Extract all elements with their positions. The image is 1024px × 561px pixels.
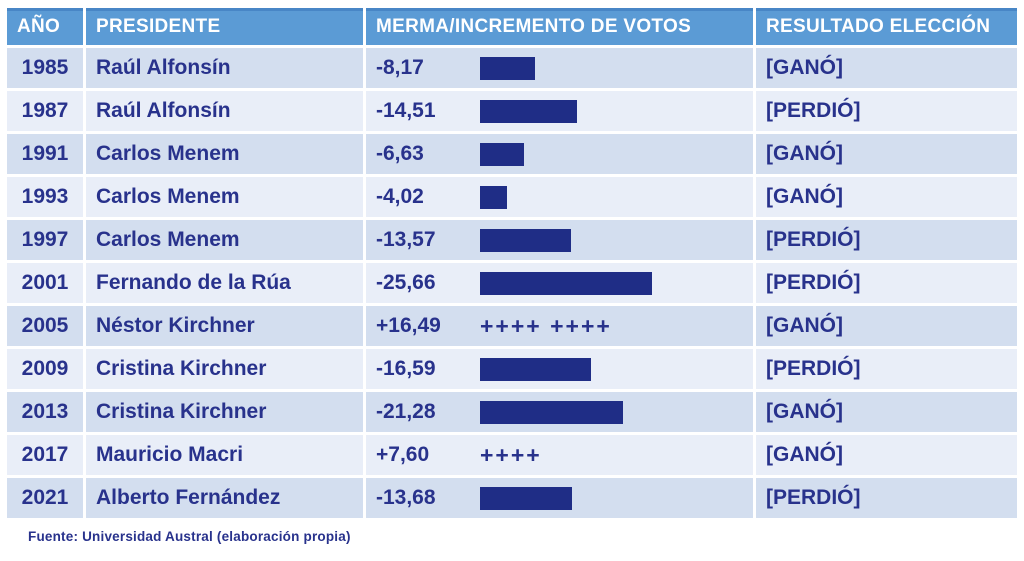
- vote-bar: [480, 142, 524, 166]
- vote-bar: [480, 357, 591, 381]
- result-cell: [PERDIÓ]: [756, 349, 1017, 389]
- table-row: 2021 Alberto Fernández -13,68 [PERDIÓ]: [7, 478, 1017, 518]
- president-cell: Carlos Menem: [86, 134, 363, 174]
- year-cell: 2017: [7, 435, 83, 475]
- column-header-president: PRESIDENTE: [86, 8, 363, 45]
- vote-change-wrap: -4,02: [376, 185, 753, 209]
- vote-change-wrap: -8,17: [376, 56, 753, 80]
- vote-value: +16,49: [376, 314, 441, 337]
- vote-value: -4,02: [376, 185, 424, 208]
- vote-value: -25,66: [376, 271, 436, 294]
- vote-bar: [480, 185, 507, 209]
- result-cell: [PERDIÓ]: [756, 478, 1017, 518]
- year-cell: 1987: [7, 91, 83, 131]
- result-cell: [PERDIÓ]: [756, 263, 1017, 303]
- president-cell: Raúl Alfonsín: [86, 91, 363, 131]
- table-row: 1987 Raúl Alfonsín -14,51 [PERDIÓ]: [7, 91, 1017, 131]
- vote-change-table: AÑO PRESIDENTE MERMA/INCREMENTO DE VOTOS…: [4, 5, 1020, 521]
- result-cell: [GANÓ]: [756, 435, 1017, 475]
- vote-change-cell: -6,63: [366, 134, 753, 174]
- president-cell: Raúl Alfonsín: [86, 48, 363, 88]
- result-cell: [GANÓ]: [756, 134, 1017, 174]
- vote-change-cell: -25,66: [366, 263, 753, 303]
- year-cell: 1997: [7, 220, 83, 260]
- vote-value: -14,51: [376, 99, 436, 122]
- president-cell: Carlos Menem: [86, 177, 363, 217]
- column-header-year: AÑO: [7, 8, 83, 45]
- year-cell: 1993: [7, 177, 83, 217]
- vote-bar: [480, 271, 652, 295]
- president-cell: Alberto Fernández: [86, 478, 363, 518]
- vote-change-wrap: -6,63: [376, 142, 753, 166]
- table-row: 1997 Carlos Menem -13,57 [PERDIÓ]: [7, 220, 1017, 260]
- year-cell: 1985: [7, 48, 83, 88]
- vote-value: -13,57: [376, 228, 436, 251]
- year-cell: 2009: [7, 349, 83, 389]
- table-row: 2005 Néstor Kirchner +16,49 ++++ ++++ [G…: [7, 306, 1017, 346]
- result-cell: [PERDIÓ]: [756, 91, 1017, 131]
- result-cell: [PERDIÓ]: [756, 220, 1017, 260]
- positive-plus-marker: ++++: [480, 441, 542, 468]
- result-cell: [GANÓ]: [756, 392, 1017, 432]
- vote-value: -6,63: [376, 142, 424, 165]
- table-row: 1993 Carlos Menem -4,02 [GANÓ]: [7, 177, 1017, 217]
- vote-change-cell: -14,51: [366, 91, 753, 131]
- vote-change-cell: -13,68: [366, 478, 753, 518]
- president-cell: Fernando de la Rúa: [86, 263, 363, 303]
- vote-change-cell: -21,28: [366, 392, 753, 432]
- vote-change-wrap: -25,66: [376, 271, 753, 295]
- president-cell: Mauricio Macri: [86, 435, 363, 475]
- president-cell: Cristina Kirchner: [86, 392, 363, 432]
- vote-bar: [480, 99, 577, 123]
- vote-change-wrap: -13,57: [376, 228, 753, 252]
- vote-bar: [480, 228, 571, 252]
- vote-change-cell: -8,17: [366, 48, 753, 88]
- vote-change-cell: -16,59: [366, 349, 753, 389]
- year-cell: 2001: [7, 263, 83, 303]
- year-cell: 1991: [7, 134, 83, 174]
- vote-change-cell: -13,57: [366, 220, 753, 260]
- positive-plus-marker: ++++ ++++: [480, 312, 612, 339]
- vote-bar: [480, 56, 535, 80]
- vote-change-wrap: +16,49 ++++ ++++: [376, 314, 753, 338]
- vote-change-cell: +7,60 ++++: [366, 435, 753, 475]
- table-row: 2001 Fernando de la Rúa -25,66 [PERDIÓ]: [7, 263, 1017, 303]
- table-row: 2013 Cristina Kirchner -21,28 [GANÓ]: [7, 392, 1017, 432]
- vote-bar: [480, 400, 623, 424]
- vote-change-cell: +16,49 ++++ ++++: [366, 306, 753, 346]
- vote-value: +7,60: [376, 443, 430, 466]
- vote-change-wrap: -16,59: [376, 357, 753, 381]
- column-header-result: RESULTADO ELECCIÓN: [756, 8, 1017, 45]
- president-cell: Néstor Kirchner: [86, 306, 363, 346]
- table-row: 1985 Raúl Alfonsín -8,17 [GANÓ]: [7, 48, 1017, 88]
- year-cell: 2005: [7, 306, 83, 346]
- result-cell: [GANÓ]: [756, 306, 1017, 346]
- vote-change-cell: -4,02: [366, 177, 753, 217]
- vote-change-wrap: -13,68: [376, 486, 753, 510]
- president-cell: Carlos Menem: [86, 220, 363, 260]
- president-cell: Cristina Kirchner: [86, 349, 363, 389]
- vote-value: -16,59: [376, 357, 436, 380]
- vote-value: -13,68: [376, 486, 436, 509]
- vote-value: -8,17: [376, 56, 424, 79]
- table-row: 2017 Mauricio Macri +7,60 ++++ [GANÓ]: [7, 435, 1017, 475]
- source-note: Fuente: Universidad Austral (elaboración…: [28, 529, 351, 544]
- vote-change-wrap: +7,60 ++++: [376, 443, 753, 467]
- result-cell: [GANÓ]: [756, 177, 1017, 217]
- vote-change-wrap: -14,51: [376, 99, 753, 123]
- header-row: AÑO PRESIDENTE MERMA/INCREMENTO DE VOTOS…: [7, 8, 1017, 45]
- year-cell: 2021: [7, 478, 83, 518]
- vote-value: -21,28: [376, 400, 436, 423]
- table-body: 1985 Raúl Alfonsín -8,17 [GANÓ] 1987 Raú…: [7, 48, 1017, 518]
- year-cell: 2013: [7, 392, 83, 432]
- column-header-vote-change: MERMA/INCREMENTO DE VOTOS: [366, 8, 753, 45]
- vote-change-wrap: -21,28: [376, 400, 753, 424]
- vote-bar: [480, 486, 572, 510]
- result-cell: [GANÓ]: [756, 48, 1017, 88]
- table-row: 1991 Carlos Menem -6,63 [GANÓ]: [7, 134, 1017, 174]
- table-row: 2009 Cristina Kirchner -16,59 [PERDIÓ]: [7, 349, 1017, 389]
